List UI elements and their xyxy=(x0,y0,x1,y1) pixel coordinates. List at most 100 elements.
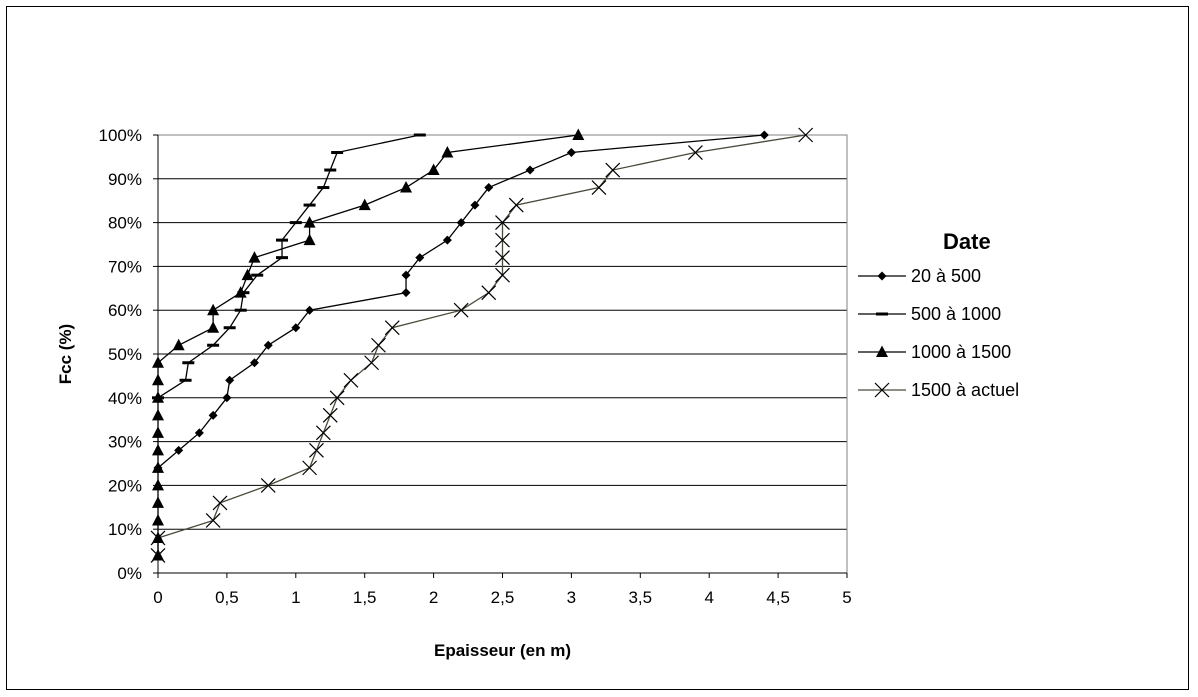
marker-diamond xyxy=(194,428,204,438)
marker-triangle xyxy=(207,321,220,333)
marker-dash xyxy=(289,221,302,225)
marker-x xyxy=(371,337,386,353)
legend-label: 500 à 1000 xyxy=(911,304,1001,324)
marker-diamond xyxy=(401,270,411,280)
y-tick-label: 0% xyxy=(117,564,142,583)
marker-diamond xyxy=(174,445,184,455)
marker-x xyxy=(329,390,345,406)
legend-label: 20 à 500 xyxy=(911,266,981,286)
legend-label: 1000 à 1500 xyxy=(911,342,1011,362)
y-tick-label: 20% xyxy=(108,476,142,495)
legend: 20 à 500 500 à 1000 1000 à 1500 1500 à actu… xyxy=(858,266,1019,400)
marker-triangle xyxy=(152,496,164,508)
marker-triangle xyxy=(358,198,371,211)
marker-x-stroke xyxy=(329,390,345,406)
marker-triangle xyxy=(207,303,220,316)
marker-x xyxy=(605,162,621,178)
marker-dash xyxy=(876,312,888,316)
marker-x xyxy=(798,127,814,143)
marker-dash xyxy=(276,256,289,260)
marker-diamond xyxy=(456,218,466,228)
marker-x xyxy=(481,285,497,301)
marker-triangle xyxy=(427,163,440,176)
marker-x-stroke xyxy=(453,302,469,318)
marker-x-stroke xyxy=(798,127,814,143)
marker-triangle xyxy=(152,478,164,491)
marker-x-stroke xyxy=(322,407,338,423)
x-axis-title: Epaisseur (en m) xyxy=(434,641,571,660)
marker-x xyxy=(495,215,510,231)
x-tick-label: 3 xyxy=(567,588,576,607)
series-line xyxy=(157,134,420,399)
y-tick-label: 90% xyxy=(108,170,142,189)
marker-dash xyxy=(317,186,330,190)
marker-x-stroke xyxy=(315,425,331,441)
marker-triangle xyxy=(172,338,185,351)
marker-x xyxy=(453,302,469,318)
marker-x-stroke xyxy=(495,250,510,266)
x-tick-label: 1,5 xyxy=(353,588,377,607)
marker-triangle xyxy=(876,345,888,357)
x-tick-label: 0,5 xyxy=(215,588,239,607)
marker-x xyxy=(495,232,510,248)
marker-dash xyxy=(251,273,264,277)
y-tick-label: 80% xyxy=(108,214,142,233)
marker-x xyxy=(874,382,890,398)
marker-triangle xyxy=(152,408,164,421)
series-diamond xyxy=(153,130,769,473)
marker-diamond xyxy=(877,271,887,281)
x-tick-label: 2,5 xyxy=(491,588,515,607)
marker-x xyxy=(495,250,510,266)
marker-x xyxy=(343,372,359,388)
marker-x xyxy=(687,145,703,160)
legend-item: 500 à 1000 xyxy=(858,304,1001,324)
marker-diamond xyxy=(225,375,235,385)
marker-diamond xyxy=(222,393,232,403)
y-axis-title: Fcc (%) xyxy=(56,324,75,384)
marker-x-stroke xyxy=(591,180,607,195)
marker-x-stroke xyxy=(384,320,400,336)
marker-diamond xyxy=(415,253,425,263)
marker-triangle xyxy=(303,216,316,228)
marker-dash xyxy=(182,361,195,365)
marker-x-stroke xyxy=(495,232,510,248)
legend-item: 1500 à actuel xyxy=(858,380,1019,400)
marker-diamond xyxy=(525,165,535,175)
marker-triangle xyxy=(572,128,585,140)
marker-x-stroke xyxy=(205,513,221,528)
marker-x-stroke xyxy=(508,197,524,213)
marker-diamond xyxy=(442,235,452,245)
x-tick-label: 4,5 xyxy=(766,588,790,607)
y-tick-label: 40% xyxy=(108,389,142,408)
tick-labels: 0% 10% 20% 30% 40% 50% 60% 70% 80% 90% 100% 0 0,5 1 1,… xyxy=(99,126,852,607)
marker-x-stroke xyxy=(687,145,703,160)
marker-dash xyxy=(223,326,236,330)
legend-item: 1000 à 1500 xyxy=(858,342,1011,362)
x-tick-label: 4 xyxy=(704,588,713,607)
y-tick-label: 10% xyxy=(108,520,142,539)
marker-dash xyxy=(207,343,220,347)
marker-triangle xyxy=(152,531,164,543)
y-tick-label: 100% xyxy=(99,126,142,145)
marker-diamond xyxy=(470,200,480,210)
series-line xyxy=(157,134,765,469)
marker-dash xyxy=(331,151,344,155)
marker-x-stroke xyxy=(605,162,621,178)
marker-diamond xyxy=(484,183,494,193)
series-x xyxy=(150,127,814,563)
marker-x-stroke xyxy=(481,285,497,301)
marker-x xyxy=(260,477,276,493)
marker-triangle xyxy=(152,391,164,403)
marker-triangle xyxy=(241,268,254,281)
x-tick-label: 0 xyxy=(153,588,162,607)
marker-triangle xyxy=(152,373,164,386)
marker-triangle xyxy=(152,356,164,368)
marker-x xyxy=(364,355,380,371)
series-line xyxy=(157,134,806,556)
marker-x-stroke xyxy=(371,337,386,353)
y-tick-label: 60% xyxy=(108,301,142,320)
marker-x-stroke xyxy=(212,495,228,511)
marker-x xyxy=(302,460,318,476)
marker-x-stroke xyxy=(495,267,510,283)
